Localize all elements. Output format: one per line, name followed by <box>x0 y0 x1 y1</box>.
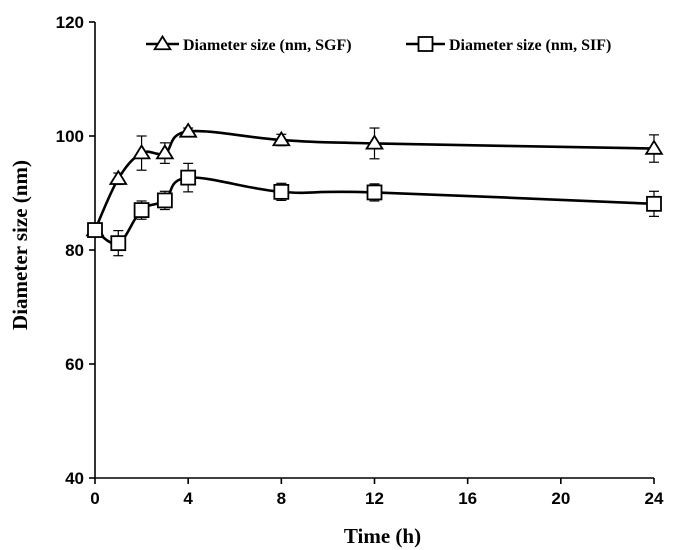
data-point <box>133 202 150 219</box>
legend-label: Diameter size (nm, SIF) <box>449 37 611 54</box>
legend-label: Diameter size (nm, SGF) <box>183 37 352 54</box>
y-tick-label: 60 <box>65 355 84 374</box>
data-point <box>108 169 128 185</box>
y-tick-label: 40 <box>65 469 84 488</box>
data-point <box>273 183 290 200</box>
legend-item: Diameter size (nm, SIF) <box>406 36 611 54</box>
y-tick-label: 100 <box>56 127 84 146</box>
x-tick-label: 4 <box>183 489 193 508</box>
data-point <box>180 169 197 186</box>
y-axis-title: Diameter size (nm) <box>8 160 32 330</box>
y-tick-label: 120 <box>56 13 84 32</box>
legend-marker <box>153 34 172 51</box>
data-point <box>366 184 383 201</box>
legend-item: Diameter size (nm, SGF) <box>146 34 352 54</box>
x-tick-label: 8 <box>277 489 286 508</box>
data-point <box>178 122 198 138</box>
series-sgf <box>85 122 664 237</box>
legend: Diameter size (nm, SGF) Diameter size (nm… <box>146 34 611 54</box>
x-axis-title: Time (h) <box>344 524 421 548</box>
series-line <box>93 129 655 231</box>
y-tick-label: 80 <box>65 241 84 260</box>
data-point <box>365 134 384 150</box>
x-tick-label: 20 <box>551 489 570 508</box>
data-point <box>132 143 152 160</box>
data-point <box>110 235 127 252</box>
data-point <box>87 222 103 238</box>
x-tick-label: 12 <box>365 489 384 508</box>
series-layer <box>85 122 664 257</box>
legend-marker <box>417 36 434 52</box>
axes: 40 60 80 100 120 0 4 8 12 16 20 24 <box>56 13 664 508</box>
x-tick-label: 0 <box>90 489 99 508</box>
x-tick-label: 24 <box>645 489 664 508</box>
data-point <box>155 143 175 160</box>
data-point <box>644 139 664 155</box>
series-sif <box>87 162 662 257</box>
data-point <box>646 195 662 212</box>
data-point <box>156 192 173 209</box>
data-point <box>271 130 291 147</box>
x-tick-label: 16 <box>458 489 477 508</box>
